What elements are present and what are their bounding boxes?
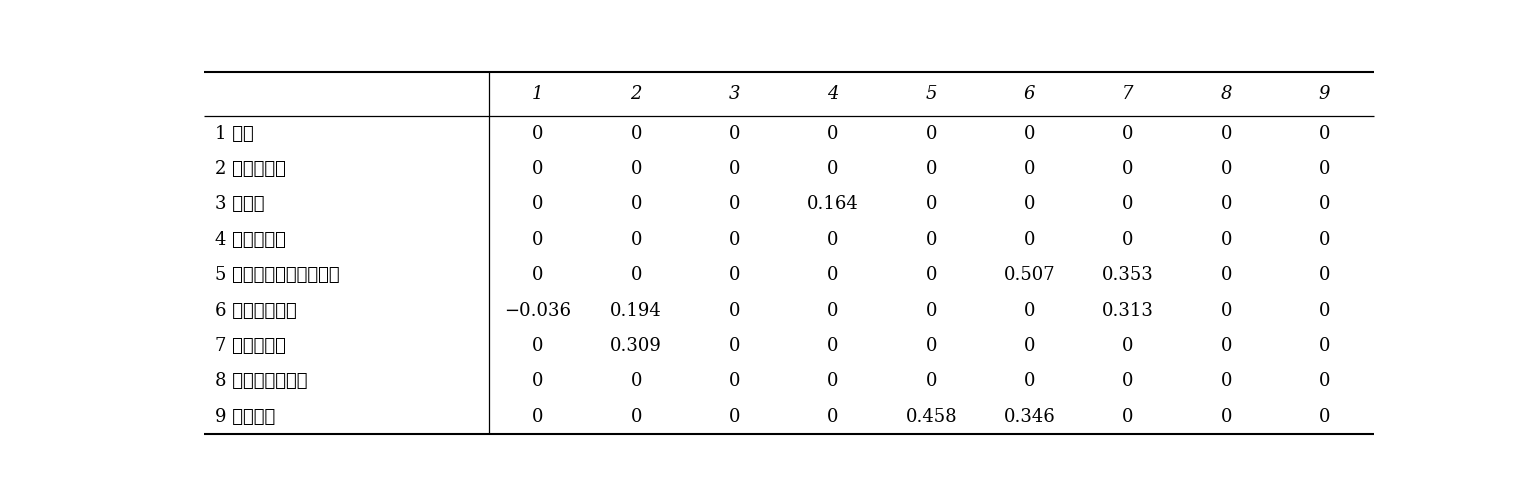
Text: 0: 0 (630, 372, 642, 390)
Text: 0: 0 (1122, 408, 1133, 426)
Text: 4: 4 (828, 85, 839, 103)
Text: 3 疲れた: 3 疲れた (215, 195, 265, 213)
Text: 0: 0 (630, 231, 642, 249)
Text: 0: 0 (1220, 372, 1233, 390)
Text: 0: 0 (1220, 160, 1233, 178)
Text: 0: 0 (828, 266, 839, 284)
Text: 0: 0 (728, 195, 740, 213)
Text: 9: 9 (1318, 85, 1331, 103)
Text: 0: 0 (1220, 302, 1233, 320)
Text: 0: 0 (532, 195, 544, 213)
Text: 0: 0 (630, 266, 642, 284)
Text: 0: 0 (1220, 266, 1233, 284)
Text: 0: 0 (1318, 160, 1331, 178)
Text: 4 痛みがある: 4 痛みがある (215, 231, 287, 249)
Text: 0.164: 0.164 (806, 195, 858, 213)
Text: 0: 0 (828, 302, 839, 320)
Text: 0: 0 (532, 266, 544, 284)
Text: 7: 7 (1122, 85, 1133, 103)
Text: 0: 0 (926, 160, 937, 178)
Text: 0: 0 (828, 372, 839, 390)
Text: 6 ドリブルした: 6 ドリブルした (215, 302, 297, 320)
Text: 0: 0 (1122, 125, 1133, 143)
Text: 5: 5 (926, 85, 937, 103)
Text: 0: 0 (1318, 408, 1331, 426)
Text: 0: 0 (1024, 160, 1035, 178)
Text: 0.194: 0.194 (610, 302, 662, 320)
Text: 0: 0 (1024, 231, 1035, 249)
Text: 0: 0 (828, 160, 839, 178)
Text: 0: 0 (1122, 372, 1133, 390)
Text: 0: 0 (1318, 195, 1331, 213)
Text: 0: 0 (1220, 195, 1233, 213)
Text: 0.313: 0.313 (1102, 302, 1154, 320)
Text: 0: 0 (532, 337, 544, 355)
Text: 0: 0 (926, 302, 937, 320)
Text: 0: 0 (1122, 195, 1133, 213)
Text: 0: 0 (1024, 195, 1035, 213)
Text: 0: 0 (828, 408, 839, 426)
Text: 0: 0 (1220, 125, 1233, 143)
Text: 0: 0 (1318, 337, 1331, 355)
Text: 7 よく走った: 7 よく走った (215, 337, 287, 355)
Text: 5 シュートやパスをした: 5 シュートやパスをした (215, 266, 340, 284)
Text: 0: 0 (532, 408, 544, 426)
Text: 0: 0 (630, 160, 642, 178)
Text: 0: 0 (1122, 160, 1133, 178)
Text: 2 楽しかった: 2 楽しかった (215, 160, 287, 178)
Text: 0: 0 (728, 372, 740, 390)
Text: 0: 0 (828, 337, 839, 355)
Text: 1 年齢: 1 年齢 (215, 125, 254, 143)
Text: 0: 0 (1024, 125, 1035, 143)
Text: 0: 0 (728, 266, 740, 284)
Text: 0: 0 (1318, 266, 1331, 284)
Text: 0.346: 0.346 (1004, 408, 1055, 426)
Text: 0: 0 (828, 231, 839, 249)
Text: 0.353: 0.353 (1102, 266, 1154, 284)
Text: 0: 0 (532, 372, 544, 390)
Text: 0: 0 (1318, 231, 1331, 249)
Text: 0: 0 (1122, 231, 1133, 249)
Text: 0: 0 (728, 231, 740, 249)
Text: 0.458: 0.458 (906, 408, 957, 426)
Text: 0: 0 (728, 302, 740, 320)
Text: 0: 0 (926, 266, 937, 284)
Text: 0.309: 0.309 (610, 337, 662, 355)
Text: 0: 0 (926, 195, 937, 213)
Text: 0: 0 (630, 125, 642, 143)
Text: 0: 0 (1318, 302, 1331, 320)
Text: 6: 6 (1024, 85, 1035, 103)
Text: 0: 0 (1220, 231, 1233, 249)
Text: 0: 0 (1024, 337, 1035, 355)
Text: 0: 0 (630, 408, 642, 426)
Text: 0: 0 (828, 125, 839, 143)
Text: 0: 0 (532, 231, 544, 249)
Text: 8 リフティング数: 8 リフティング数 (215, 372, 308, 390)
Text: 2: 2 (630, 85, 642, 103)
Text: 0: 0 (1220, 337, 1233, 355)
Text: 0: 0 (728, 408, 740, 426)
Text: 0: 0 (1220, 408, 1233, 426)
Text: 8: 8 (1220, 85, 1233, 103)
Text: 0: 0 (728, 125, 740, 143)
Text: 0: 0 (1318, 125, 1331, 143)
Text: 0: 0 (926, 125, 937, 143)
Text: 0: 0 (532, 125, 544, 143)
Text: 0: 0 (926, 372, 937, 390)
Text: 1: 1 (532, 85, 544, 103)
Text: 9 ゴール数: 9 ゴール数 (215, 408, 276, 426)
Text: 0.507: 0.507 (1004, 266, 1055, 284)
Text: −0.036: −0.036 (504, 302, 572, 320)
Text: 0: 0 (1318, 372, 1331, 390)
Text: 0: 0 (926, 337, 937, 355)
Text: 0: 0 (728, 160, 740, 178)
Text: 0: 0 (532, 160, 544, 178)
Text: 0: 0 (1024, 302, 1035, 320)
Text: 0: 0 (926, 231, 937, 249)
Text: 0: 0 (630, 195, 642, 213)
Text: 3: 3 (728, 85, 740, 103)
Text: 0: 0 (1024, 372, 1035, 390)
Text: 0: 0 (728, 337, 740, 355)
Text: 0: 0 (1122, 337, 1133, 355)
